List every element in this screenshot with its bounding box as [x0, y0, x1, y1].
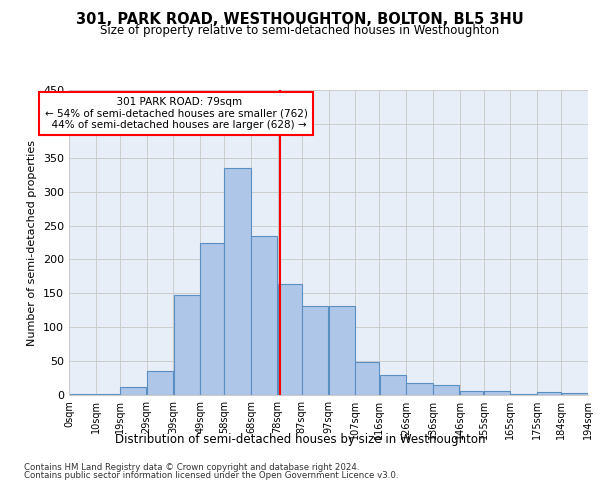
Text: Contains public sector information licensed under the Open Government Licence v3: Contains public sector information licen… [24, 472, 398, 480]
Bar [120, 387, 146, 395]
Bar [147, 372, 173, 395]
Text: 301 PARK ROAD: 79sqm
← 54% of semi-detached houses are smaller (762)
  44% of se: 301 PARK ROAD: 79sqm ← 54% of semi-detac… [44, 97, 307, 130]
Bar [433, 385, 460, 395]
Text: Size of property relative to semi-detached houses in Westhoughton: Size of property relative to semi-detach… [100, 24, 500, 37]
Bar [329, 306, 355, 395]
Bar [538, 392, 561, 395]
Bar [406, 383, 433, 395]
Bar [224, 168, 251, 395]
Text: 301, PARK ROAD, WESTHOUGHTON, BOLTON, BL5 3HU: 301, PARK ROAD, WESTHOUGHTON, BOLTON, BL… [76, 12, 524, 28]
Text: Distribution of semi-detached houses by size in Westhoughton: Distribution of semi-detached houses by … [115, 432, 485, 446]
Bar [302, 306, 328, 395]
Bar [69, 394, 95, 395]
Bar [355, 362, 379, 395]
Y-axis label: Number of semi-detached properties: Number of semi-detached properties [28, 140, 37, 346]
Bar [96, 394, 119, 395]
Bar [562, 393, 588, 395]
Bar [460, 391, 484, 395]
Bar [173, 294, 200, 395]
Bar [484, 391, 510, 395]
Bar [511, 394, 537, 395]
Bar [278, 284, 302, 395]
Bar [251, 236, 277, 395]
Text: Contains HM Land Registry data © Crown copyright and database right 2024.: Contains HM Land Registry data © Crown c… [24, 462, 359, 471]
Bar [380, 374, 406, 395]
Bar [200, 243, 224, 395]
